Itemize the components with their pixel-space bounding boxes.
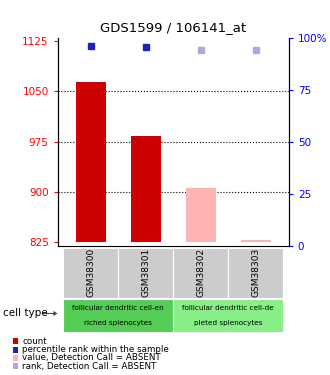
Text: GSM38302: GSM38302 <box>196 248 205 297</box>
Text: follicular dendritic cell-de: follicular dendritic cell-de <box>182 305 274 311</box>
Bar <box>241 240 271 242</box>
Bar <box>185 188 216 242</box>
Bar <box>76 82 106 242</box>
Bar <box>173 299 283 332</box>
Bar <box>63 248 118 298</box>
Text: pleted splenocytes: pleted splenocytes <box>194 320 262 326</box>
Bar <box>228 248 283 298</box>
Text: rank, Detection Call = ABSENT: rank, Detection Call = ABSENT <box>22 362 157 370</box>
Title: GDS1599 / 106141_at: GDS1599 / 106141_at <box>100 21 246 33</box>
Bar <box>63 299 173 332</box>
Text: cell type: cell type <box>3 309 48 318</box>
Text: percentile rank within the sample: percentile rank within the sample <box>22 345 169 354</box>
Text: follicular dendritic cell-en: follicular dendritic cell-en <box>73 305 164 311</box>
Bar <box>173 248 228 298</box>
Bar <box>131 135 161 242</box>
Text: GSM38303: GSM38303 <box>251 248 260 297</box>
Text: GSM38301: GSM38301 <box>141 248 150 297</box>
Text: riched splenocytes: riched splenocytes <box>84 320 152 326</box>
Text: GSM38300: GSM38300 <box>86 248 95 297</box>
Bar <box>118 248 173 298</box>
Text: value, Detection Call = ABSENT: value, Detection Call = ABSENT <box>22 353 161 362</box>
Text: count: count <box>22 337 47 346</box>
